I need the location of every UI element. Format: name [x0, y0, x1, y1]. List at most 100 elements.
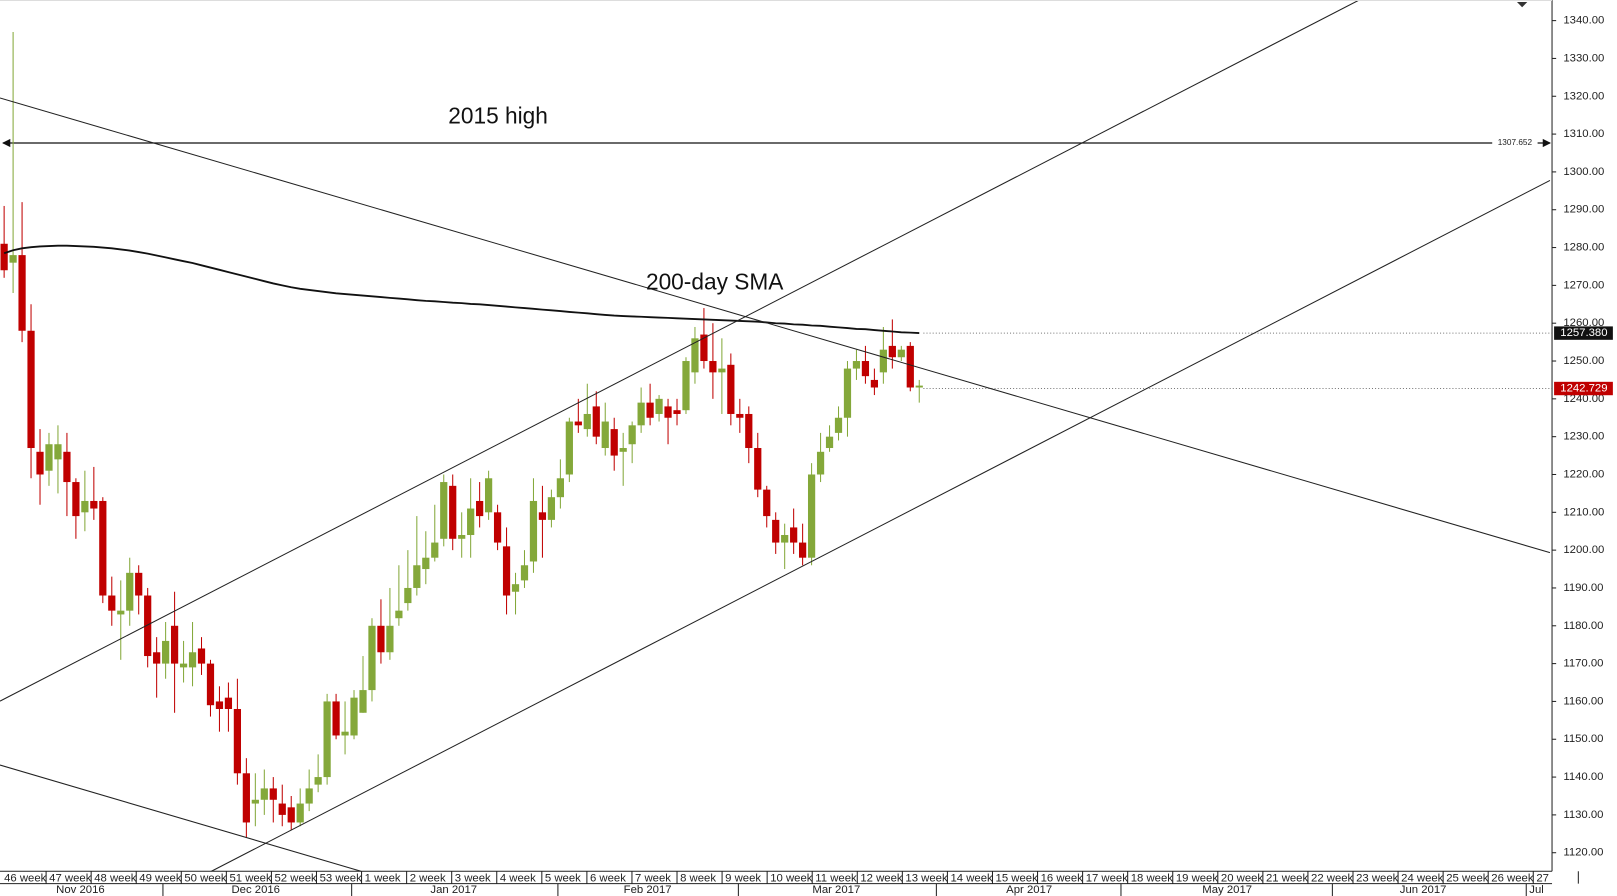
candle-body [153, 652, 161, 664]
y-tick-label: 1160.00 [1563, 695, 1603, 707]
candle-body [843, 368, 852, 418]
candle-body [422, 557, 430, 570]
candle-body [197, 648, 206, 664]
week-label: 50 week [184, 872, 227, 884]
candle-body [852, 361, 861, 369]
candle-body [861, 361, 870, 377]
candle-body [745, 413, 753, 449]
y-tick-label: 1120.00 [1563, 847, 1603, 859]
arrow-head [2, 138, 11, 148]
candle-body [772, 519, 780, 543]
y-tick-label: 1310.00 [1563, 128, 1604, 140]
sma-tag-label: 1257.380 [1560, 327, 1607, 339]
y-tick-label: 1280.00 [1563, 242, 1604, 254]
y-tick-label: 1190.00 [1563, 582, 1603, 594]
week-label: 2 week [410, 872, 446, 884]
y-tick-label: 1140.00 [1563, 771, 1603, 783]
candle-body [162, 640, 170, 664]
week-label: 25 week [1446, 872, 1489, 884]
y-tick-label: 1340.00 [1563, 15, 1604, 27]
week-label: 48 week [94, 872, 137, 884]
candle-body [583, 413, 591, 430]
candle-body [664, 406, 672, 418]
week-label: 7 week [635, 872, 671, 884]
annotation: 200-day SMA [646, 269, 784, 295]
arrow-head [1542, 138, 1551, 148]
candle-body [117, 610, 125, 615]
candle-body [565, 421, 573, 475]
candle-body [81, 500, 89, 513]
scroll-marker [1516, 2, 1528, 8]
candle-body [458, 535, 466, 539]
candle-body [556, 478, 564, 498]
candle-body [215, 701, 224, 709]
candle-body [888, 345, 896, 358]
week-label: 47 week [49, 872, 92, 884]
week-label: 14 week [951, 872, 994, 884]
candle-body [377, 625, 385, 653]
candle-body [520, 565, 529, 581]
y-tick-label: 1240.00 [1563, 393, 1604, 405]
candle-body [484, 478, 493, 513]
candle-body [242, 773, 250, 823]
week-label: 5 week [545, 872, 581, 884]
y-tick-label: 1300.00 [1563, 166, 1604, 178]
candle-body [637, 402, 645, 426]
y-tick-label: 1290.00 [1563, 204, 1604, 216]
candle-body [63, 451, 71, 483]
candle-body [682, 361, 690, 411]
y-tick-label: 1330.00 [1563, 52, 1604, 64]
week-label: 19 week [1176, 872, 1219, 884]
candle-body [574, 421, 582, 426]
week-label: 24 week [1401, 872, 1444, 884]
candle-body [269, 788, 277, 800]
candle-body [395, 610, 403, 619]
month-label: May 2017 [1202, 884, 1252, 896]
week-label: 10 week [770, 872, 813, 884]
candle-body [502, 546, 511, 596]
candle-body [170, 625, 179, 664]
candle-body [440, 482, 448, 539]
week-label: 4 week [500, 872, 536, 884]
candle-body [897, 349, 905, 358]
week-label: 1 week [365, 872, 401, 884]
channel-upper [0, 0, 1360, 702]
candle-body [179, 663, 188, 668]
candle-body [700, 334, 708, 362]
week-label: 51 week [229, 872, 272, 884]
price-tag-label: 1242.729 [1560, 383, 1607, 395]
week-label: 20 week [1221, 872, 1264, 884]
candle-body [529, 500, 538, 562]
week-label: 17 week [1086, 872, 1129, 884]
y-tick-label: 1150.00 [1563, 733, 1603, 745]
candle-body [206, 663, 215, 706]
candle-body [538, 512, 547, 520]
y-tick-label: 1220.00 [1563, 468, 1604, 480]
week-label: 26 week [1491, 872, 1534, 884]
candle-body [493, 512, 502, 543]
candle-body [754, 448, 762, 490]
candle-body [287, 807, 295, 823]
candle-body [341, 731, 349, 736]
week-label: 49 week [139, 872, 182, 884]
candle-body [915, 385, 923, 388]
month-label: Jan 2017 [430, 884, 477, 896]
y-tick-label: 1200.00 [1563, 544, 1604, 556]
y-tick-label: 1270.00 [1563, 279, 1604, 291]
week-label: 12 week [860, 872, 903, 884]
candle-body [816, 451, 825, 475]
week-label: 21 week [1266, 872, 1309, 884]
candle-body [359, 690, 367, 713]
week-label: 13 week [905, 872, 948, 884]
week-label: 27 [1536, 872, 1549, 884]
candle-body [431, 542, 439, 558]
month-label: Feb 2017 [624, 884, 672, 896]
trend-line-lower [0, 764, 362, 872]
candle-body [350, 697, 358, 736]
candle-body [323, 701, 331, 778]
week-label: 46 week [4, 872, 47, 884]
candle-body [224, 697, 233, 709]
candle-body [296, 803, 304, 823]
candle-body [628, 425, 636, 445]
